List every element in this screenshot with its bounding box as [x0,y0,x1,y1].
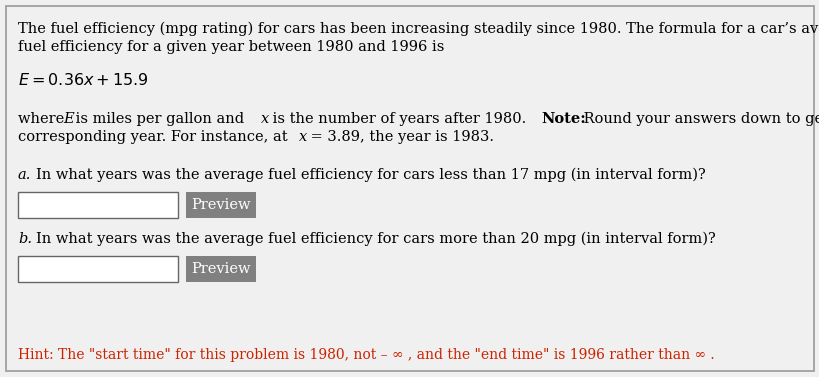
Text: = 3.89, the year is 1983.: = 3.89, the year is 1983. [305,130,494,144]
FancyBboxPatch shape [18,192,178,218]
Text: is miles per gallon and: is miles per gallon and [71,112,248,126]
FancyBboxPatch shape [18,256,178,282]
Text: b.: b. [18,232,32,246]
Text: where: where [18,112,69,126]
Text: E: E [63,112,74,126]
Text: In what years was the average fuel efficiency for cars less than 17 mpg (in inte: In what years was the average fuel effic… [36,168,705,182]
Text: corresponding year. For instance, at: corresponding year. For instance, at [18,130,292,144]
Text: Preview: Preview [191,262,251,276]
Text: Round your answers down to get the: Round your answers down to get the [578,112,819,126]
Text: a.: a. [18,168,31,182]
Text: The fuel efficiency (mpg rating) for cars has been increasing steadily since 198: The fuel efficiency (mpg rating) for car… [18,22,819,37]
Text: Preview: Preview [191,198,251,212]
FancyBboxPatch shape [186,256,256,282]
Text: x: x [260,112,269,126]
FancyBboxPatch shape [186,192,256,218]
FancyBboxPatch shape [6,6,813,371]
Text: $E = 0.36x + 15.9$: $E = 0.36x + 15.9$ [18,72,149,88]
Text: x: x [298,130,306,144]
Text: In what years was the average fuel efficiency for cars more than 20 mpg (in inte: In what years was the average fuel effic… [36,232,715,247]
Text: Hint: The "start time" for this problem is 1980, not – ∞ , and the "end time" is: Hint: The "start time" for this problem … [18,348,713,362]
Text: Note:: Note: [541,112,586,126]
Text: fuel efficiency for a given year between 1980 and 1996 is: fuel efficiency for a given year between… [18,40,444,54]
Text: is the number of years after 1980.: is the number of years after 1980. [268,112,531,126]
